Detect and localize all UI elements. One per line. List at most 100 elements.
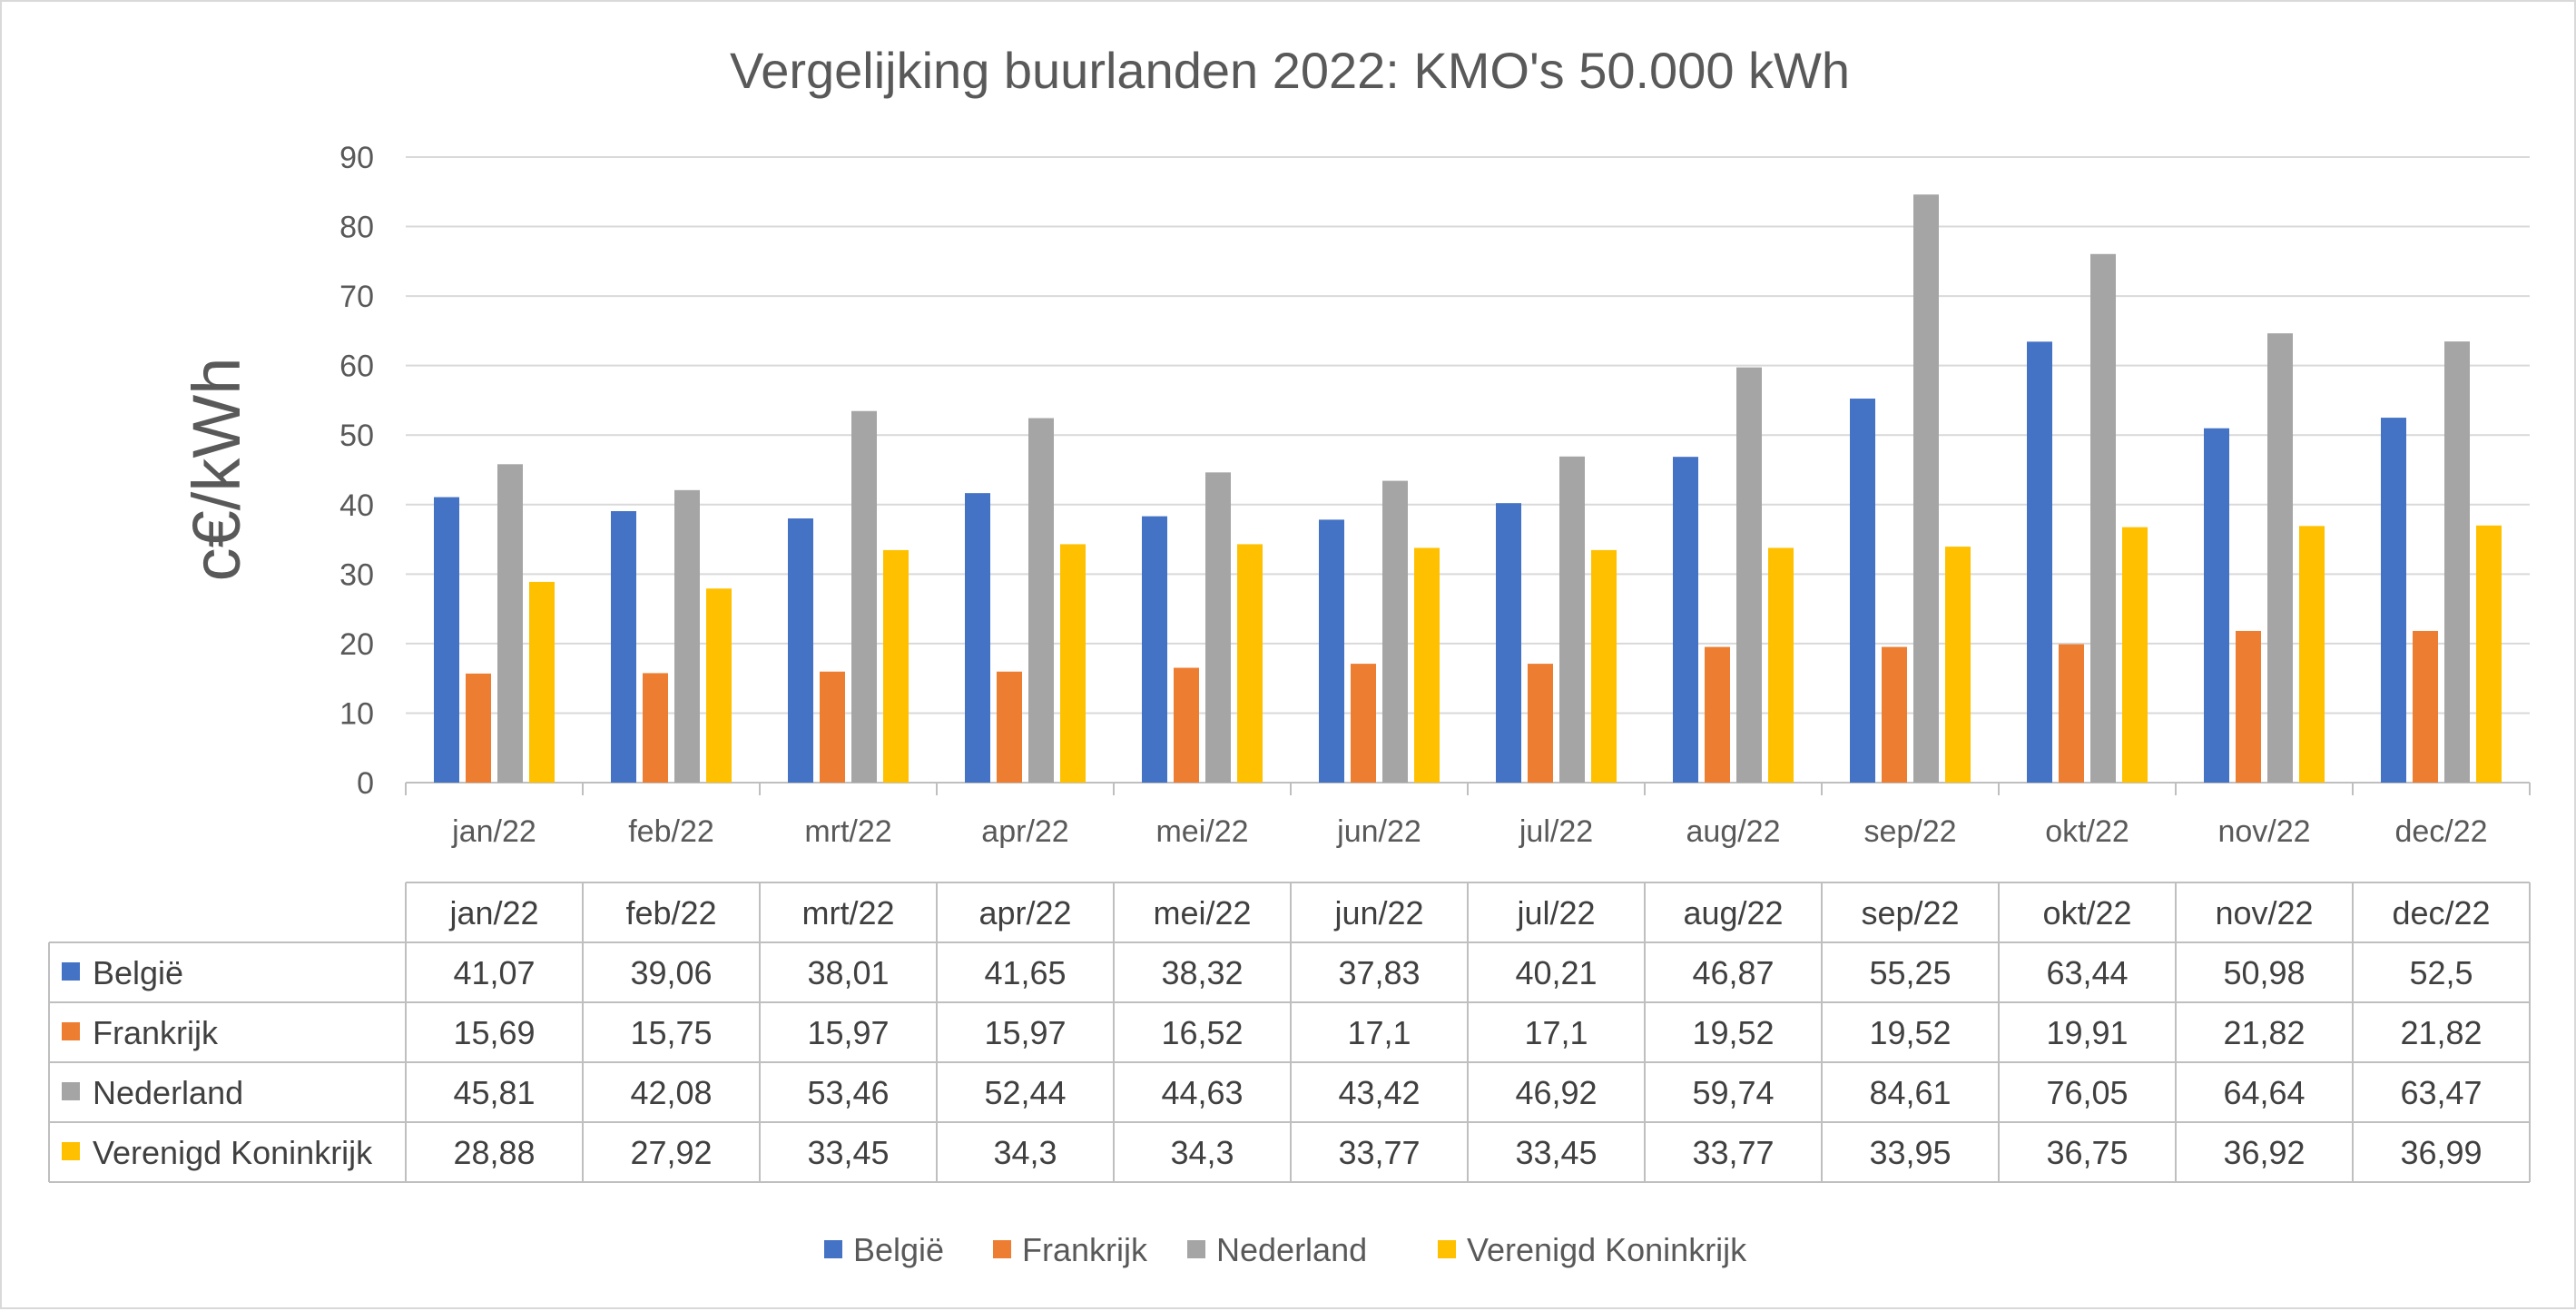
table-cell: 36,99 [2400,1134,2482,1171]
table-cell: 38,01 [807,954,889,991]
table-row-label: België [93,954,183,991]
table-cell: 63,44 [2046,954,2128,991]
table-header-cell: jun/22 [1333,894,1423,932]
bar [1768,547,1794,783]
table-row-label: Nederland [93,1074,243,1111]
bar [1945,547,1971,783]
bar [1142,516,1167,783]
bar [1559,456,1585,783]
bar [611,510,636,783]
table-legend-key [62,1022,80,1040]
y-tick-label: 40 [339,488,374,523]
bar [788,518,813,783]
table-cell: 33,95 [1869,1134,1951,1171]
bar [1736,367,1762,783]
bar [434,497,459,783]
table-header-cell: okt/22 [2042,894,2131,932]
bar [1591,549,1617,783]
bar [1382,480,1408,783]
x-tick-label: apr/22 [981,814,1068,849]
bar [2122,527,2148,783]
bar [1882,646,1907,783]
table-cell: 19,91 [2046,1014,2128,1051]
bars [434,194,2502,784]
legend-label: Frankrijk [1022,1231,1148,1268]
legend-key [824,1240,842,1258]
table-cell: 15,97 [807,1014,889,1051]
y-axis-label: c€/kWh [179,358,254,582]
table-cell: 84,61 [1869,1074,1951,1111]
bar [820,671,845,783]
table-cell: 27,92 [630,1134,712,1171]
table-header-cell: jan/22 [448,894,538,932]
table-row-label: Frankrijk [93,1014,219,1051]
legend-label: België [853,1231,944,1268]
bar [497,464,523,783]
bar [706,588,732,783]
table-cell: 38,32 [1161,954,1243,991]
table-cell: 50,98 [2223,954,2305,991]
table-cell: 34,3 [993,1134,1057,1171]
table-cell: 33,45 [1515,1134,1597,1171]
bar [1205,472,1231,783]
table-cell: 37,83 [1338,954,1420,991]
table-legend-key [62,1082,80,1100]
y-tick-label: 60 [339,350,374,384]
table-header-cell: mrt/22 [801,894,894,932]
y-tick-label: 80 [339,211,374,245]
table-cell: 33,45 [807,1134,889,1171]
bar [2236,630,2261,783]
bar [1496,503,1521,783]
bar [2413,630,2438,783]
chart-title: Vergelijking buurlanden 2022: KMO's 50.0… [730,42,1850,99]
x-tick-label: jun/22 [1336,814,1421,849]
table-cell: 17,1 [1524,1014,1588,1051]
bar [997,671,1022,783]
bar [1028,418,1054,783]
x-tick-label: jan/22 [451,814,536,849]
bar [2267,333,2293,783]
bar [2059,644,2084,783]
legend-label: Nederland [1216,1231,1367,1268]
table-cell: 19,52 [1692,1014,1774,1051]
table-cell: 59,74 [1692,1074,1774,1111]
bar [2381,418,2406,783]
bar [466,673,491,783]
table-cell: 63,47 [2400,1074,2482,1111]
bar [2027,341,2052,783]
data-table: jan/22 feb/22 mrt/22 apr/22 mei/22 jun/22 jul/… [48,882,2531,1183]
gridlines [405,156,2531,795]
table-cell: 41,65 [984,954,1066,991]
table-cell: 28,88 [453,1134,535,1171]
y-tick-label: 50 [339,419,374,453]
bar [1850,399,1875,783]
table-cell: 52,5 [2409,954,2473,991]
table-cell: 21,82 [2400,1014,2482,1051]
table-cell: 34,3 [1170,1134,1234,1171]
table-cell: 45,81 [453,1074,535,1111]
table-row-label: Verenigd Koninkrijk [93,1134,373,1171]
bar [1705,646,1730,783]
table-cell: 33,77 [1692,1134,1774,1171]
bar [2090,253,2116,783]
x-tick-label: feb/22 [628,814,714,849]
table-cell: 15,75 [630,1014,712,1051]
table-header-cell: dec/22 [2392,894,2490,932]
x-tick-label: aug/22 [1686,814,1781,849]
table-header-cell: jul/22 [1516,894,1595,932]
table-header-cell: nov/22 [2215,894,2313,932]
table-cell: 39,06 [630,954,712,991]
table-cell: 44,63 [1161,1074,1243,1111]
y-tick-label: 0 [357,766,374,801]
table-cell: 21,82 [2223,1014,2305,1051]
bar [1351,664,1376,783]
table-cell: 76,05 [2046,1074,2128,1111]
table-legend-key [62,962,80,981]
table-cell: 53,46 [807,1074,889,1111]
x-tick-label: nov/22 [2217,814,2310,849]
table-header-cell: aug/22 [1683,894,1783,932]
table-cell: 64,64 [2223,1074,2305,1111]
bar [1673,457,1698,783]
table-header-cell: feb/22 [625,894,716,932]
